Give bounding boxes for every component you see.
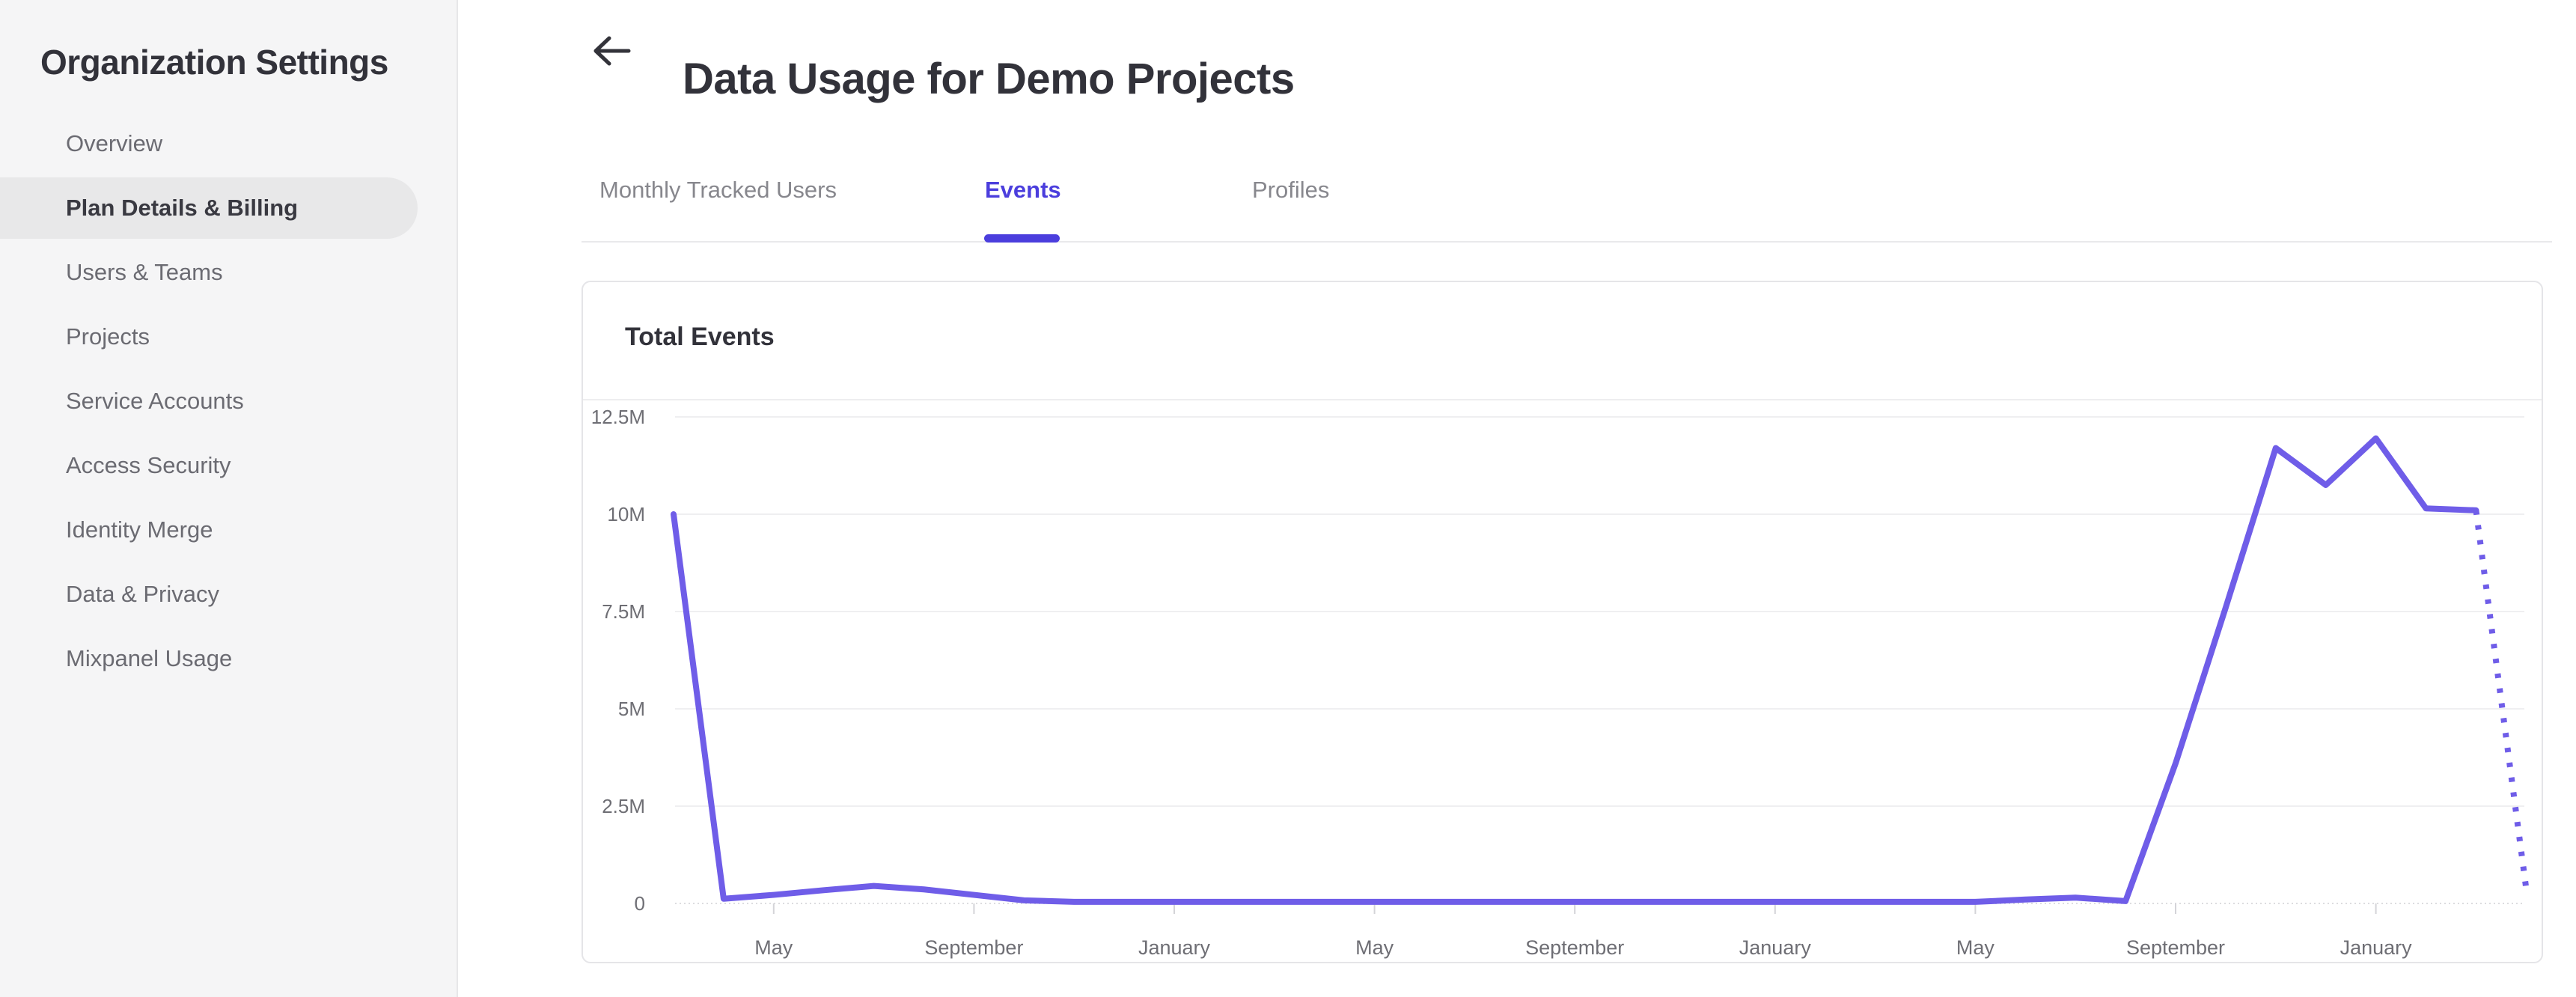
sidebar-item-access-security[interactable]: Access Security xyxy=(66,452,231,478)
y-axis-label: 7.5M xyxy=(602,600,645,623)
tab-profiles[interactable]: Profiles xyxy=(1252,177,1330,203)
sidebar-item-data-privacy[interactable]: Data & Privacy xyxy=(66,581,220,607)
x-axis-label: January xyxy=(1739,936,1812,959)
chart-title: Total Events xyxy=(625,323,775,351)
tab-events[interactable]: Events xyxy=(985,177,1061,203)
x-axis-label: May xyxy=(754,936,793,959)
sidebar-item-identity-merge[interactable]: Identity Merge xyxy=(66,516,213,543)
sidebar-item-overview[interactable]: Overview xyxy=(66,130,163,156)
y-axis-label: 2.5M xyxy=(602,795,645,817)
sidebar-item-service-accounts[interactable]: Service Accounts xyxy=(66,388,244,414)
organization-settings-sidebar: Organization Settings Overview Plan Deta… xyxy=(0,0,458,997)
arrow-left-icon xyxy=(590,36,635,73)
total-events-series-line xyxy=(671,435,2479,905)
sidebar-item-projects[interactable]: Projects xyxy=(66,323,150,350)
usage-tabs: Monthly Tracked Users Events Profiles xyxy=(582,150,2552,243)
sidebar-title: Organization Settings xyxy=(40,43,388,82)
y-axis-label: 5M xyxy=(618,698,645,720)
back-button[interactable] xyxy=(590,31,635,70)
y-axis-label: 10M xyxy=(607,503,645,525)
sidebar-item-users-teams[interactable]: Users & Teams xyxy=(66,259,223,285)
total-events-card: Total Events 12.5M 10M 7.5M 5M 2.5M 0 May Septe… xyxy=(582,281,2543,963)
tab-monthly-tracked-users[interactable]: Monthly Tracked Users xyxy=(599,177,837,203)
sidebar-item-mixpanel-usage[interactable]: Mixpanel Usage xyxy=(66,645,233,671)
y-axis-label: 0 xyxy=(635,892,645,915)
total-events-line-chart: 12.5M 10M 7.5M 5M 2.5M 0 May September January Ma… xyxy=(591,406,2530,959)
x-axis-label: January xyxy=(1138,936,1211,959)
projected-series-line xyxy=(2473,510,2530,888)
x-axis-label: May xyxy=(1956,936,1995,959)
active-tab-indicator xyxy=(984,234,1060,243)
x-axis-label: January xyxy=(2340,936,2413,959)
page-title: Data Usage for Demo Projects xyxy=(683,54,1295,103)
card-header-divider xyxy=(583,399,2542,400)
sidebar-item-plan-details-billing[interactable]: Plan Details & Billing xyxy=(0,177,418,239)
x-axis-label: September xyxy=(1525,936,1624,959)
x-axis-label: May xyxy=(1355,936,1394,959)
x-axis-label: September xyxy=(924,936,1023,959)
y-axis-label: 12.5M xyxy=(591,406,645,428)
x-axis-label: September xyxy=(2126,936,2225,959)
